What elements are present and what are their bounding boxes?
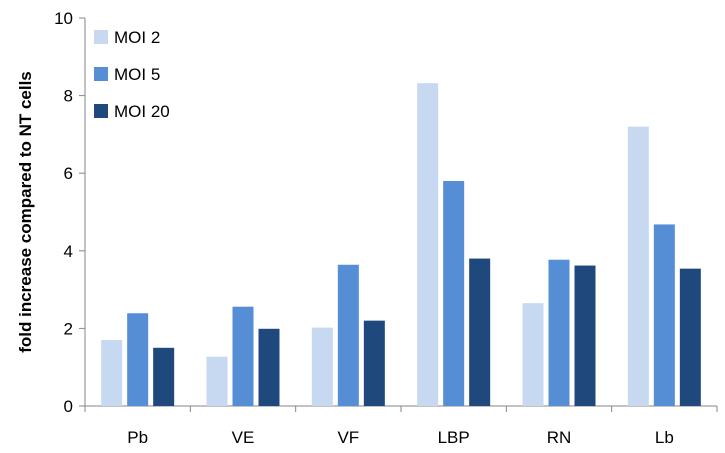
x-axis: [84, 405, 718, 412]
x-tick-label: LBP: [438, 428, 470, 447]
bar: [232, 306, 254, 406]
x-tick-label: VF: [337, 428, 359, 447]
bars: [101, 83, 701, 407]
bar: [311, 327, 333, 406]
legend-label: MOI 2: [114, 28, 160, 47]
bar: [443, 180, 465, 406]
y-tick-label: 6: [64, 164, 73, 183]
bar: [417, 83, 439, 407]
legend-label: MOI 5: [114, 65, 160, 84]
legend-label: MOI 20: [114, 102, 170, 121]
bar: [522, 303, 544, 406]
x-tick-label: Lb: [655, 428, 674, 447]
x-tick-label: RN: [547, 428, 572, 447]
bar: [653, 224, 675, 406]
bar: [548, 259, 570, 406]
bar: [469, 258, 491, 406]
legend-swatch: [94, 104, 108, 118]
bar: [679, 268, 701, 406]
legend-swatch: [94, 67, 108, 81]
bar: [153, 347, 175, 406]
tick-labels: 0 2 4 6 8 10 Pb VE VF LBP RN Lb: [54, 9, 674, 447]
bar: [101, 340, 123, 406]
bar: [574, 265, 596, 406]
legend-swatch: [94, 30, 108, 44]
y-tick-label: 4: [64, 242, 73, 261]
y-axis: [79, 17, 86, 407]
bar: [627, 126, 649, 406]
bar: [258, 328, 280, 406]
x-tick-label: VE: [232, 428, 255, 447]
y-tick-label: 10: [54, 9, 73, 28]
bar: [337, 264, 359, 406]
y-tick-label: 2: [64, 319, 73, 338]
y-tick-label: 0: [64, 397, 73, 416]
bar: [127, 313, 149, 406]
y-axis-label: fold increase compared to NT cells: [16, 71, 35, 353]
legend: MOI 2 MOI 5 MOI 20: [94, 28, 170, 121]
x-tick-label: Pb: [127, 428, 148, 447]
bar: [206, 356, 228, 406]
bar: [363, 320, 385, 406]
y-tick-label: 8: [64, 87, 73, 106]
